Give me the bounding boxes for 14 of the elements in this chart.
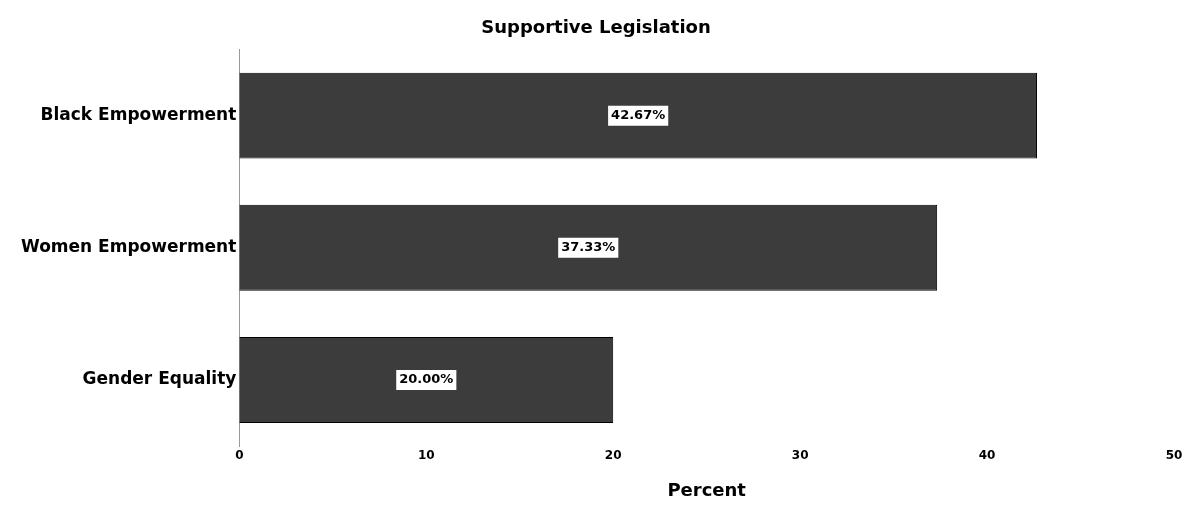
y-tick-label: Gender Equality <box>82 368 237 389</box>
x-tick-label: 50 <box>1165 448 1183 463</box>
x-tick-label: 40 <box>978 448 996 463</box>
data-label: 42.67% <box>611 107 666 123</box>
x-tick-label: 30 <box>791 448 809 463</box>
x-tick-label: 20 <box>604 448 622 463</box>
chart-title: Supportive Legislation <box>481 16 711 38</box>
data-label: 20.00% <box>399 371 454 387</box>
y-tick-label: Women Empowerment <box>21 236 237 257</box>
x-tick-label: 0 <box>235 448 244 463</box>
x-tick-label: 10 <box>417 448 435 463</box>
y-tick-label: Black Empowerment <box>40 104 237 125</box>
x-axis-title: Percent <box>667 478 747 500</box>
data-label: 37.33% <box>561 239 616 255</box>
